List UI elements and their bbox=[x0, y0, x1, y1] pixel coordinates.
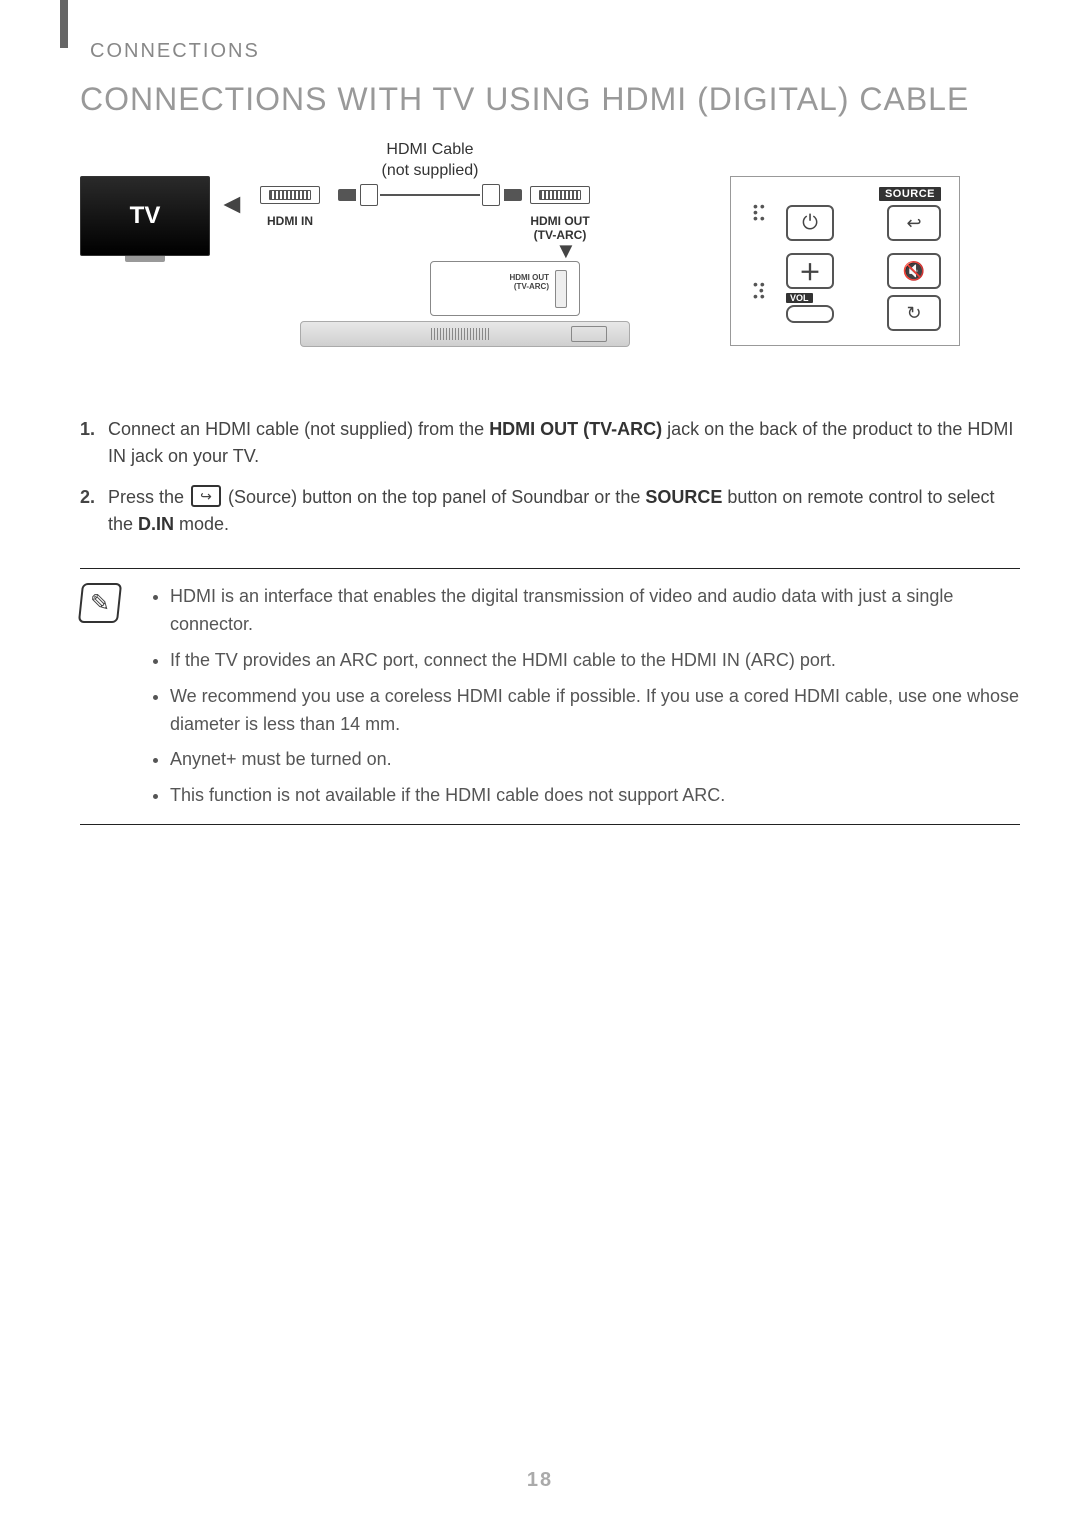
note-item: Anynet+ must be turned on. bbox=[170, 746, 1020, 774]
soundbar-body bbox=[300, 321, 630, 347]
braille-dots-icon: •• ••• bbox=[753, 281, 767, 299]
step-1: 1. Connect an HDMI cable (not supplied) … bbox=[80, 416, 1020, 470]
soundbar-rear-panel: HDMI OUT (TV-ARC) bbox=[430, 261, 580, 316]
step-number: 2. bbox=[80, 484, 108, 538]
note-block: ✎ HDMI is an interface that enables the … bbox=[80, 583, 1020, 818]
tv-graphic: TV bbox=[80, 176, 210, 256]
tv-label: TV bbox=[130, 202, 161, 230]
remote-graphic: SOURCE ••• •• ⏻ ↩ ＋ 🔇 •• ••• VOL ↻ bbox=[730, 176, 960, 346]
hdmi-in-label: HDMI IN bbox=[250, 214, 330, 228]
page-corner-mark bbox=[60, 0, 68, 48]
volume-up-icon: ＋ bbox=[786, 253, 834, 289]
soundbar-port-label: HDMI OUT (TV-ARC) bbox=[509, 274, 549, 292]
hdmi-cable-line bbox=[380, 194, 480, 196]
volume-down-icon bbox=[786, 305, 834, 323]
mute-icon: 🔇 bbox=[887, 253, 941, 289]
soundbar-hdmi-port bbox=[555, 270, 567, 308]
soundbar-graphic: HDMI OUT (TV-ARC) bbox=[300, 301, 630, 361]
source-icon: ↩ bbox=[887, 205, 941, 241]
hdmi-plug-right bbox=[482, 184, 522, 206]
source-inline-icon: ↪ bbox=[191, 485, 221, 507]
note-item: We recommend you use a coreless HDMI cab… bbox=[170, 683, 1020, 739]
note-item: This function is not available if the HD… bbox=[170, 782, 1020, 810]
repeat-icon: ↻ bbox=[887, 295, 941, 331]
arrow-left-icon: ◄ bbox=[218, 188, 246, 220]
step-number: 1. bbox=[80, 416, 108, 470]
connection-diagram: TV ◄ HDMI IN HDMI Cable (not supplied) H… bbox=[80, 146, 960, 376]
cable-caption: HDMI Cable (not supplied) bbox=[370, 140, 490, 182]
step-2: 2. Press the ↪ (Source) button on the to… bbox=[80, 484, 1020, 538]
section-label: CONNECTIONS bbox=[90, 40, 1020, 63]
note-item: If the TV provides an ARC port, connect … bbox=[170, 647, 1020, 675]
remote-vol-tag: VOL bbox=[786, 293, 813, 303]
power-icon: ⏻ bbox=[786, 205, 834, 241]
instruction-steps: 1. Connect an HDMI cable (not supplied) … bbox=[80, 416, 1020, 538]
page-title: CONNECTIONS WITH TV USING HDMI (DIGITAL)… bbox=[80, 81, 1020, 118]
hdmi-out-port-graphic bbox=[530, 186, 590, 204]
hdmi-in-port-graphic bbox=[260, 186, 320, 204]
note-item: HDMI is an interface that enables the di… bbox=[170, 583, 1020, 639]
hdmi-plug-left bbox=[338, 184, 378, 206]
divider bbox=[80, 824, 1020, 825]
page-number: 18 bbox=[0, 1469, 1080, 1492]
note-icon: ✎ bbox=[78, 583, 122, 623]
braille-dots-icon: ••• •• bbox=[753, 203, 767, 221]
tv-stand bbox=[125, 256, 165, 262]
divider bbox=[80, 568, 1020, 569]
remote-source-tag: SOURCE bbox=[879, 187, 941, 201]
note-list: HDMI is an interface that enables the di… bbox=[150, 583, 1020, 818]
